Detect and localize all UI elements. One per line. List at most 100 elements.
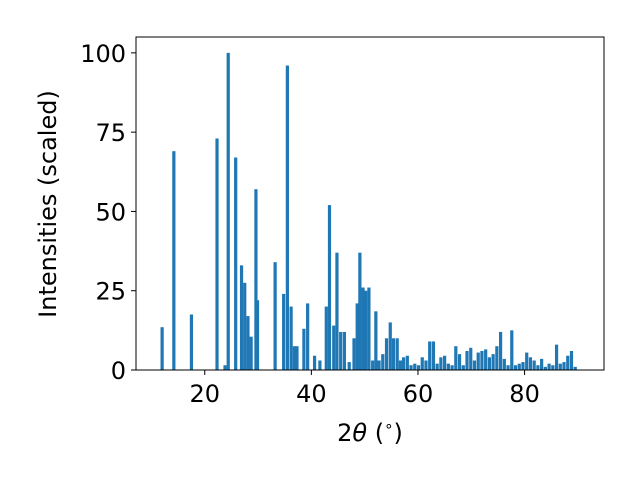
bar bbox=[457, 354, 462, 370]
bar bbox=[223, 365, 227, 370]
bar bbox=[226, 52, 230, 371]
bar bbox=[450, 365, 454, 370]
bar bbox=[536, 365, 540, 370]
bar bbox=[234, 157, 238, 370]
bar bbox=[435, 363, 439, 370]
y-tick-label: 75 bbox=[95, 119, 126, 147]
bar bbox=[295, 346, 299, 370]
bar bbox=[282, 293, 286, 370]
bar bbox=[525, 352, 529, 370]
bar bbox=[465, 350, 469, 370]
bar bbox=[424, 360, 428, 370]
bar bbox=[521, 362, 525, 370]
y-tick-label: 50 bbox=[95, 198, 126, 226]
y-axis-label: Intensities (scaled) bbox=[34, 90, 62, 318]
bar bbox=[391, 338, 396, 370]
bar bbox=[454, 346, 458, 370]
bar bbox=[540, 358, 544, 370]
bar bbox=[431, 341, 436, 370]
bar bbox=[189, 314, 194, 370]
bar bbox=[246, 316, 250, 370]
x-axis-ticks: 20 40 60 80 bbox=[189, 370, 540, 408]
bar bbox=[562, 362, 566, 370]
bar bbox=[292, 346, 296, 370]
bar bbox=[517, 363, 521, 370]
bar bbox=[566, 355, 570, 370]
bar bbox=[381, 354, 385, 370]
bar bbox=[395, 338, 399, 370]
bar bbox=[502, 358, 506, 370]
bar bbox=[367, 287, 371, 370]
bar bbox=[476, 352, 480, 370]
bar bbox=[347, 362, 351, 370]
bar bbox=[547, 363, 551, 370]
y-tick-label: 100 bbox=[80, 40, 126, 68]
bar bbox=[388, 322, 392, 370]
x-tick-label: 40 bbox=[296, 380, 327, 408]
bar bbox=[289, 306, 293, 370]
bar bbox=[312, 355, 317, 370]
x-axis-label-close: ) bbox=[393, 419, 402, 447]
bar bbox=[339, 331, 343, 370]
bar bbox=[569, 350, 574, 370]
bar bbox=[302, 328, 306, 370]
x-tick-label: 80 bbox=[509, 380, 540, 408]
bar bbox=[160, 327, 164, 370]
x-axis-label: 2θ (∘) bbox=[337, 417, 403, 447]
bar bbox=[554, 344, 559, 370]
bar bbox=[377, 360, 381, 370]
bar bbox=[543, 366, 547, 370]
bar bbox=[428, 341, 432, 370]
bar bbox=[324, 306, 328, 370]
bar bbox=[413, 363, 417, 370]
y-tick-label: 25 bbox=[95, 278, 126, 306]
bar bbox=[384, 338, 389, 370]
y-axis-ticks: 0 25 50 75 100 bbox=[80, 40, 136, 385]
bar bbox=[364, 290, 368, 370]
bar bbox=[513, 365, 518, 370]
bar bbox=[398, 360, 402, 370]
bar bbox=[358, 252, 362, 370]
x-axis-label-open: ( bbox=[367, 419, 384, 447]
bar bbox=[446, 363, 450, 370]
bar bbox=[254, 189, 258, 370]
bar bbox=[352, 338, 356, 370]
bar-series bbox=[160, 52, 577, 371]
x-tick-label: 20 bbox=[189, 380, 220, 408]
bar bbox=[558, 363, 562, 370]
bar bbox=[335, 252, 339, 370]
bar bbox=[239, 265, 244, 370]
bar bbox=[461, 365, 465, 370]
bar bbox=[528, 357, 533, 370]
bar bbox=[484, 349, 488, 370]
x-axis-label-prefix: 2 bbox=[337, 419, 352, 447]
bar bbox=[306, 303, 310, 370]
bar bbox=[172, 151, 176, 370]
axes-frame bbox=[135, 36, 605, 371]
bar bbox=[480, 350, 484, 370]
x-tick-label: 60 bbox=[403, 380, 434, 408]
bar bbox=[416, 365, 421, 370]
bar bbox=[443, 355, 447, 370]
x-axis-label-degree: ∘ bbox=[384, 417, 393, 435]
bar bbox=[420, 357, 424, 370]
bar bbox=[371, 360, 375, 370]
bar bbox=[573, 366, 577, 370]
bar bbox=[355, 303, 359, 370]
bar bbox=[409, 365, 413, 370]
bar bbox=[401, 357, 406, 370]
bar bbox=[469, 347, 473, 370]
bar bbox=[405, 355, 409, 370]
bar bbox=[374, 311, 378, 370]
bar bbox=[332, 325, 336, 370]
bar bbox=[255, 300, 260, 370]
bar bbox=[510, 330, 514, 370]
bar bbox=[243, 282, 247, 370]
bar bbox=[506, 365, 510, 370]
bar bbox=[327, 205, 332, 370]
x-axis-label-theta: θ bbox=[352, 419, 367, 447]
bar bbox=[342, 331, 347, 370]
bar bbox=[439, 357, 443, 370]
bar bbox=[498, 331, 503, 370]
